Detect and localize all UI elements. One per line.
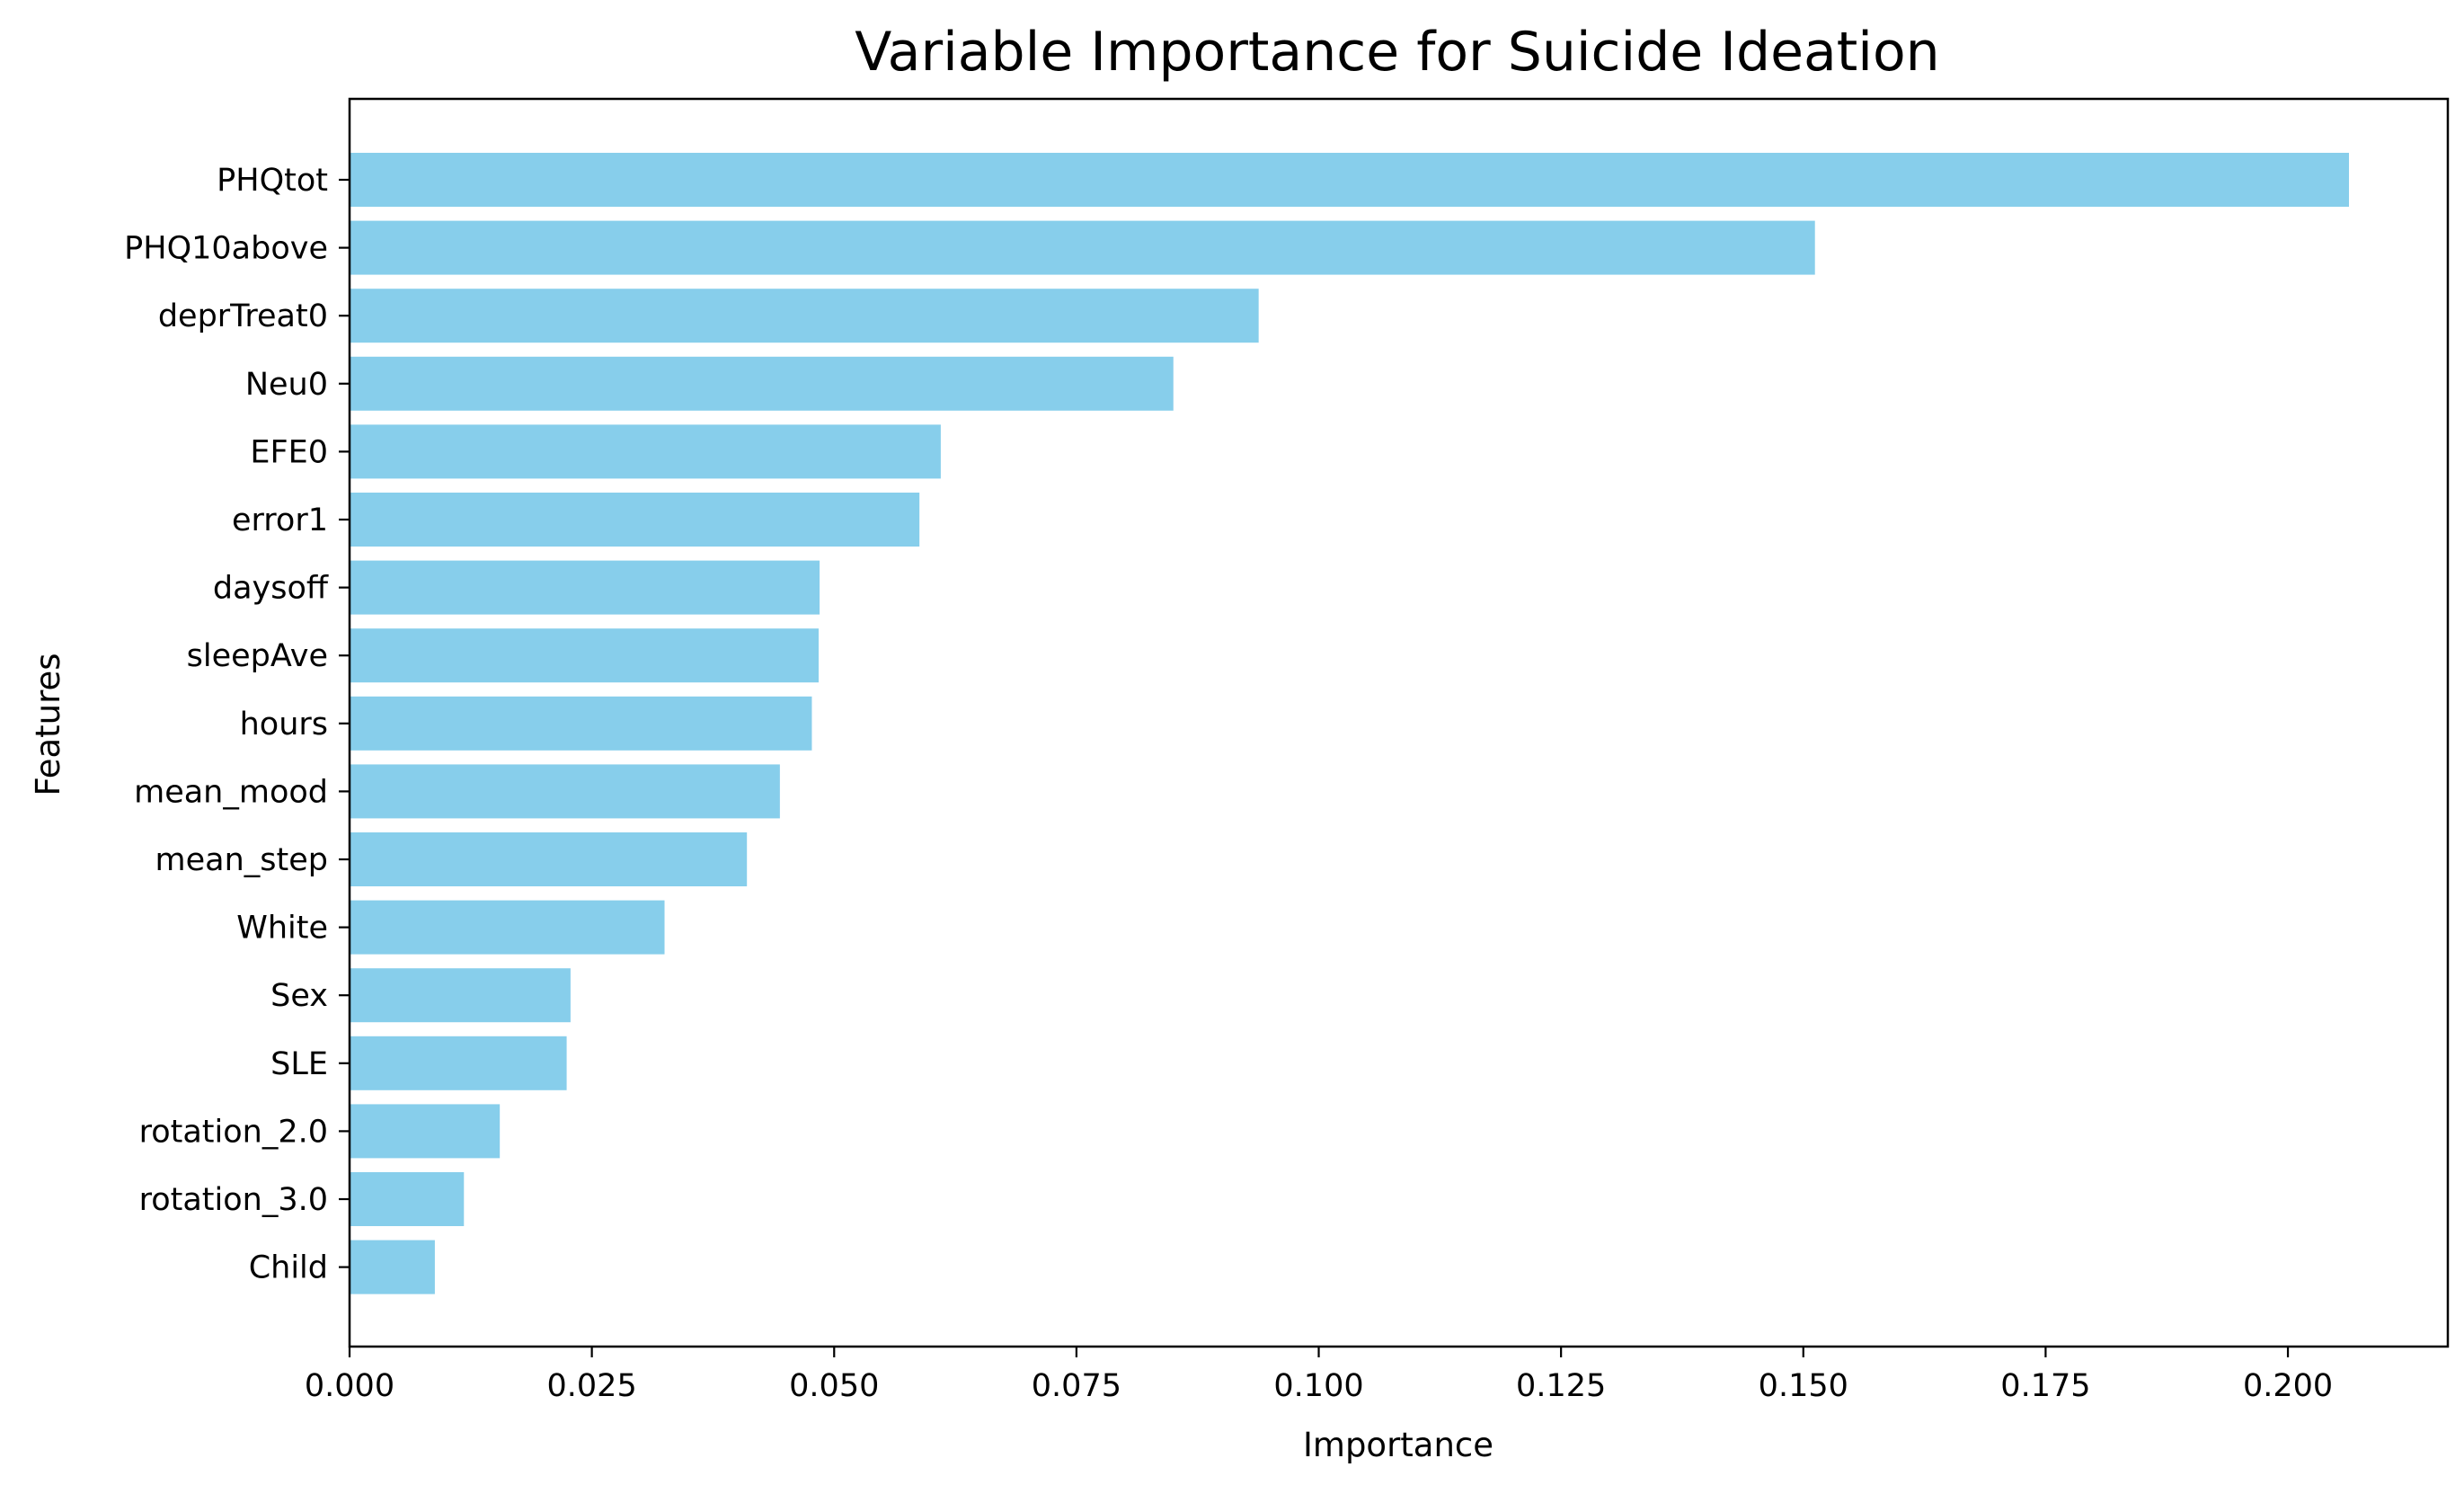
bar-child — [350, 1240, 435, 1294]
x-axis-label: Importance — [1303, 1426, 1493, 1464]
x-tick-label: 0.200 — [2243, 1368, 2333, 1404]
x-tick-label: 0.125 — [1516, 1368, 1606, 1404]
x-tick-label: 0.075 — [1032, 1368, 1121, 1404]
y-tick-label: deprTreat0 — [158, 298, 328, 334]
y-axis-label: Features — [29, 653, 67, 796]
y-tick-label: sleepAve — [187, 638, 328, 674]
bar-rotation-3-0 — [350, 1172, 465, 1226]
y-tick-label: Sex — [270, 978, 328, 1014]
bar-white — [350, 900, 665, 955]
axes-layer: PHQtot PHQ10above deprTreat0 Neu0 EFE0 error1… — [124, 163, 2333, 1404]
y-tick-label: rotation_2.0 — [139, 1114, 328, 1150]
bar-deprtreat0 — [350, 289, 1259, 343]
bar-daysoff — [350, 560, 820, 615]
bar-sle — [350, 1036, 567, 1090]
bar-efe0 — [350, 424, 941, 479]
y-tick-label: EFE0 — [250, 434, 328, 470]
bar-phqtot — [350, 153, 2349, 207]
x-tick-label: 0.175 — [2000, 1368, 2090, 1404]
bar-error1 — [350, 493, 920, 547]
x-tick-label: 0.150 — [1759, 1368, 1848, 1404]
bar-mean-step — [350, 832, 748, 886]
bar-phq10above — [350, 220, 1815, 275]
x-tick-label: 0.100 — [1273, 1368, 1363, 1404]
chart-title: Variable Importance for Suicide Ideation — [855, 21, 1939, 84]
y-tick-label: PHQtot — [217, 163, 328, 199]
x-tick-label: 0.000 — [305, 1368, 394, 1404]
y-tick-label: hours — [240, 707, 328, 742]
y-tick-label: Child — [249, 1250, 328, 1286]
bars-layer — [350, 153, 2349, 1294]
y-tick-label: rotation_3.0 — [139, 1182, 328, 1218]
y-tick-label: Neu0 — [245, 367, 328, 403]
bar-mean-mood — [350, 764, 780, 819]
y-tick-label: error1 — [232, 502, 328, 538]
bar-sleepave — [350, 628, 820, 683]
bar-hours — [350, 696, 812, 751]
y-tick-label: PHQ10above — [124, 231, 328, 267]
plot-frame — [348, 97, 2450, 1348]
y-tick-label: White — [236, 911, 328, 947]
y-tick-label: mean_step — [155, 842, 328, 878]
bar-neu0 — [350, 356, 1174, 411]
x-tick-label: 0.050 — [789, 1368, 879, 1404]
y-tick-label: SLE — [270, 1046, 328, 1082]
x-tick-label: 0.025 — [547, 1368, 637, 1404]
y-tick-label: mean_mood — [134, 774, 328, 810]
bar-rotation-2-0 — [350, 1104, 501, 1159]
y-tick-label: daysoff — [213, 571, 329, 607]
bar-sex — [350, 968, 571, 1023]
